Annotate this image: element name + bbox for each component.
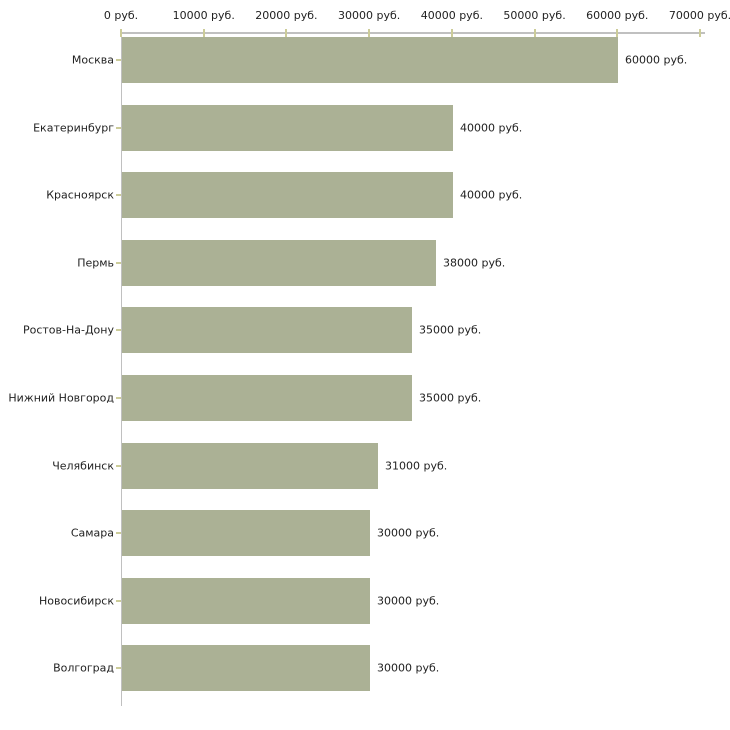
x-axis-tick-label: 40000 руб. — [420, 9, 483, 22]
category-label: Ростов-На-Дону — [22, 323, 114, 337]
x-axis-tick — [450, 28, 453, 37]
y-axis-tick — [116, 261, 121, 264]
category-label: Красноярск — [46, 188, 114, 202]
x-axis-tick — [285, 28, 288, 37]
x-axis-tick-label: 0 руб. — [103, 9, 139, 22]
x-axis-tick-label: 20000 руб. — [255, 9, 318, 22]
y-axis-tick — [116, 329, 121, 332]
bar — [122, 239, 436, 286]
bar — [122, 307, 412, 354]
y-axis-tick — [116, 532, 121, 535]
y-axis-tick — [116, 667, 121, 670]
bar — [122, 104, 453, 151]
bar — [122, 37, 618, 83]
x-axis-tick — [202, 28, 205, 37]
value-label: 35000 руб. — [419, 323, 482, 337]
y-axis-tick — [116, 397, 121, 399]
value-label: 31000 руб. — [385, 459, 448, 473]
y-axis-line — [120, 32, 122, 706]
value-label: 60000 руб. — [625, 53, 688, 67]
x-axis-tick — [368, 28, 371, 37]
category-label: Екатеринбург — [33, 121, 114, 135]
x-axis-tick — [699, 28, 701, 37]
x-axis-tick — [120, 28, 122, 37]
bar — [122, 442, 378, 489]
x-axis-line — [121, 32, 705, 34]
y-axis-tick — [116, 59, 121, 61]
x-axis-tick-label: 60000 руб. — [586, 9, 649, 22]
bar — [122, 645, 370, 692]
bar — [122, 577, 370, 624]
category-label: Нижний Новгород — [8, 391, 114, 405]
y-axis-tick — [116, 126, 121, 129]
y-axis-tick — [116, 194, 121, 197]
x-axis-tick-label: 30000 руб. — [338, 9, 401, 22]
bar — [122, 172, 453, 219]
x-axis-tick — [616, 28, 619, 37]
category-label: Новосибирск — [38, 594, 114, 608]
y-axis-tick — [116, 599, 121, 602]
category-label: Пермь — [77, 256, 114, 270]
value-label: 38000 руб. — [443, 256, 506, 270]
x-axis-tick-label: 10000 руб. — [172, 9, 235, 22]
x-axis-tick-label: 50000 руб. — [503, 9, 566, 22]
value-label: 35000 руб. — [419, 391, 482, 405]
category-label: Москва — [71, 53, 114, 67]
value-label: 30000 руб. — [377, 661, 440, 675]
y-axis-tick — [116, 464, 121, 467]
value-label: 40000 руб. — [460, 188, 523, 202]
category-label: Самара — [70, 526, 114, 540]
category-label: Челябинск — [52, 459, 114, 473]
value-label: 40000 руб. — [460, 121, 523, 135]
bar — [122, 375, 412, 421]
value-label: 30000 руб. — [377, 594, 440, 608]
x-axis-tick — [533, 28, 536, 37]
category-label: Волгоград — [53, 661, 114, 675]
value-label: 30000 руб. — [377, 526, 440, 540]
bar — [122, 510, 370, 557]
x-axis-tick-label: 70000 руб. — [668, 9, 730, 22]
